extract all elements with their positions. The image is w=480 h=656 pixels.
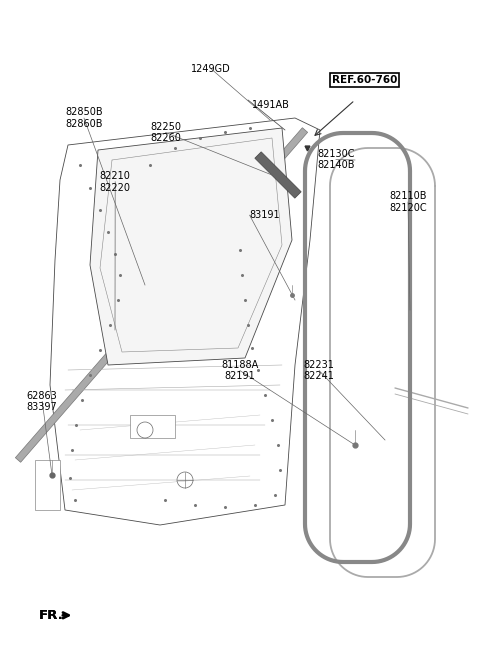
Text: 82210
82220: 82210 82220 bbox=[100, 171, 131, 192]
Text: 1491AB: 1491AB bbox=[252, 100, 290, 110]
Polygon shape bbox=[255, 152, 301, 198]
Polygon shape bbox=[35, 460, 60, 510]
Polygon shape bbox=[15, 128, 308, 462]
Text: 81188A
82191: 81188A 82191 bbox=[221, 360, 259, 381]
Text: 82130C
82140B: 82130C 82140B bbox=[317, 149, 355, 170]
Text: REF.60-760: REF.60-760 bbox=[332, 75, 397, 85]
Text: 83191: 83191 bbox=[250, 210, 280, 220]
Text: 82231
82241: 82231 82241 bbox=[304, 360, 335, 381]
Polygon shape bbox=[50, 118, 320, 525]
Text: FR.: FR. bbox=[38, 609, 63, 622]
Text: 82850B
82860B: 82850B 82860B bbox=[65, 108, 103, 129]
Text: 82250
82260: 82250 82260 bbox=[150, 122, 181, 143]
Text: 82110B
82120C: 82110B 82120C bbox=[389, 192, 427, 213]
Polygon shape bbox=[130, 415, 175, 438]
Text: 1249GD: 1249GD bbox=[192, 64, 231, 74]
Text: 62863
83397: 62863 83397 bbox=[27, 391, 58, 412]
Polygon shape bbox=[90, 128, 292, 365]
Text: FR.: FR. bbox=[38, 609, 63, 622]
